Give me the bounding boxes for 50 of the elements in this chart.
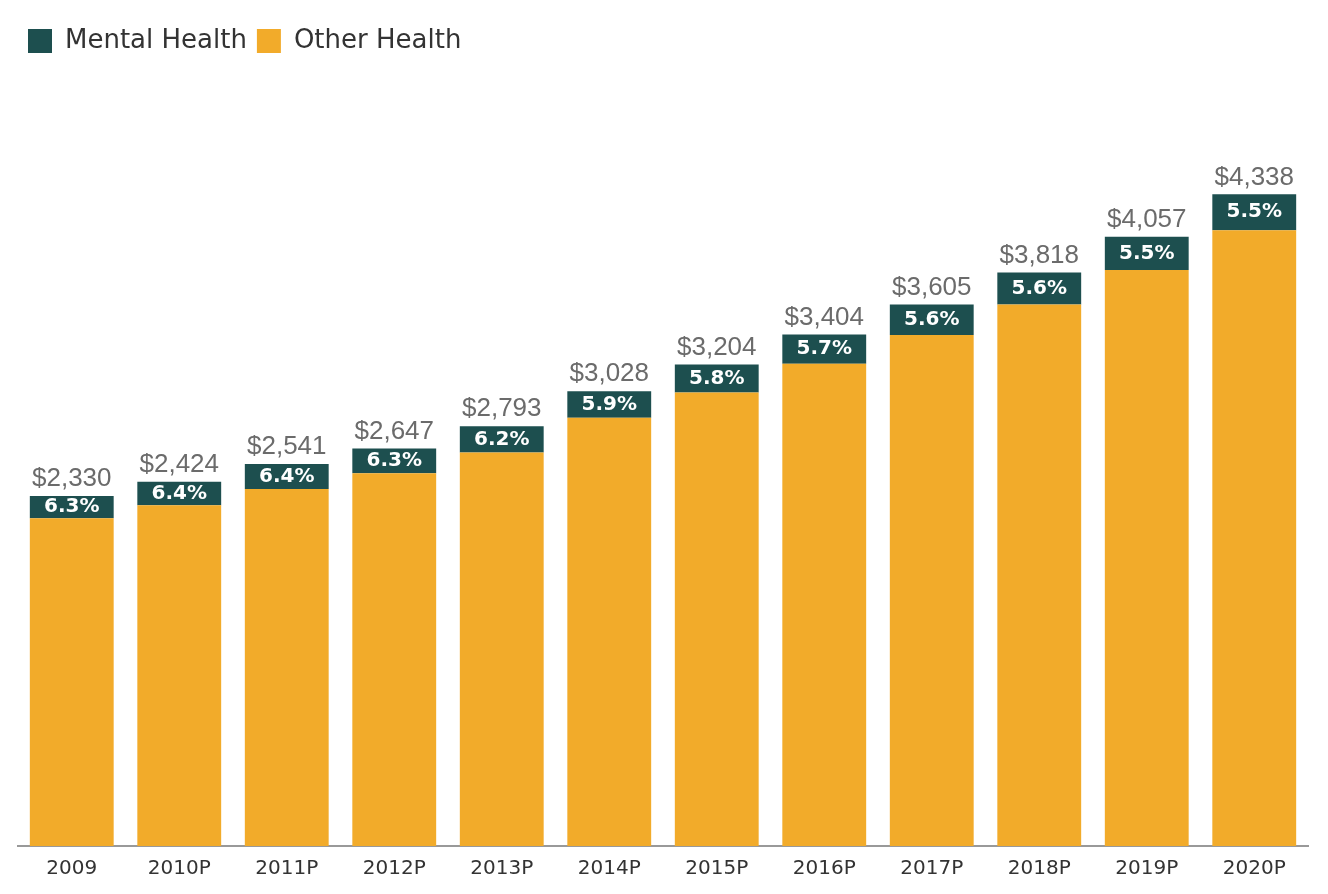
bar xyxy=(889,335,974,846)
annotation: $3,605 xyxy=(891,270,972,301)
bar xyxy=(29,518,114,846)
annotation: $3,204 xyxy=(676,330,757,361)
annotation: $3,818 xyxy=(999,238,1080,269)
x-tick-label: 2017P xyxy=(900,855,964,880)
annotation: 6.2% xyxy=(474,425,530,450)
bar xyxy=(782,363,867,846)
bar xyxy=(137,505,222,846)
bar xyxy=(244,488,329,846)
legend-label: Mental Health xyxy=(65,23,247,54)
annotation: $2,424 xyxy=(139,447,220,478)
x-tick-label: 2011P xyxy=(255,855,319,880)
x-tick-label: 2009 xyxy=(46,855,98,880)
annotation: $2,793 xyxy=(461,392,542,423)
x-tick-label: 2019P xyxy=(1115,855,1179,880)
bar xyxy=(352,473,437,846)
annotation: 5.7% xyxy=(796,335,852,360)
x-tick-label: 2010P xyxy=(147,855,211,880)
x-tick-label: 2013P xyxy=(470,855,534,880)
annotation: 6.3% xyxy=(44,493,100,518)
annotation: $2,541 xyxy=(246,430,327,461)
annotation: 5.9% xyxy=(581,390,637,415)
bar xyxy=(997,304,1082,846)
annotation: $3,028 xyxy=(569,357,650,388)
annotation: 5.8% xyxy=(689,364,745,389)
annotation: $4,057 xyxy=(1106,202,1187,233)
annotation: 5.5% xyxy=(1119,239,1175,264)
x-tick-label: 2014P xyxy=(577,855,641,880)
annotation: 6.4% xyxy=(151,479,207,504)
annotation: 5.5% xyxy=(1226,198,1282,223)
bar xyxy=(1212,230,1297,846)
annotation: $4,338 xyxy=(1214,160,1295,191)
x-tick-label: 2012P xyxy=(362,855,426,880)
bar xyxy=(459,452,544,846)
x-tick-label: 2020P xyxy=(1222,855,1286,880)
bar xyxy=(1104,269,1189,846)
x-tick-label: 2015P xyxy=(685,855,749,880)
annotation: $2,330 xyxy=(31,462,112,493)
x-tick-label: 2016P xyxy=(792,855,856,880)
bar xyxy=(674,392,759,846)
annotation: $2,647 xyxy=(354,414,435,445)
bar xyxy=(567,417,652,846)
x-tick-label: 2018P xyxy=(1007,855,1071,880)
annotation: 5.6% xyxy=(904,305,960,330)
annotation: 6.4% xyxy=(259,462,315,487)
annotation: 5.6% xyxy=(1011,274,1067,299)
annotation: $3,404 xyxy=(784,300,865,331)
annotation: 6.3% xyxy=(366,447,422,472)
legend-label: Other Health xyxy=(293,23,462,54)
